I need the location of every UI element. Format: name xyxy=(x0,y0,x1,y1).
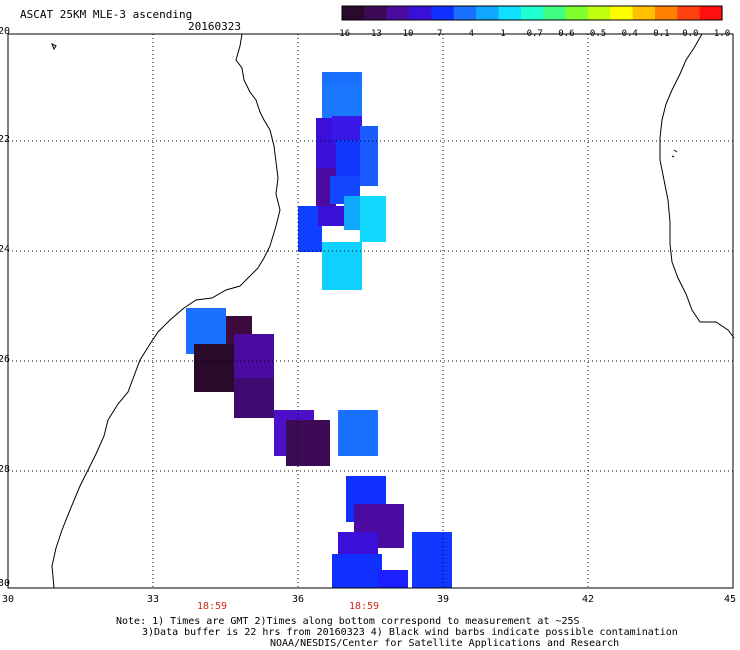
lon-label: 42 xyxy=(581,594,595,605)
colorbar-segment xyxy=(431,6,455,20)
colorbar-label: -10 xyxy=(397,29,414,39)
colorbar-segment xyxy=(520,6,544,20)
colorbar-label: -1 xyxy=(494,29,506,39)
colorbar-frame xyxy=(341,5,723,21)
colorbar-segment xyxy=(476,6,500,20)
pass-time: 18:59 xyxy=(348,601,380,612)
colorbar-label: 0.0 xyxy=(682,29,699,39)
lat-label: -20 xyxy=(0,26,10,37)
footnote-line: NOAA/NESDIS/Center for Satellite Applica… xyxy=(270,638,620,649)
colorbar-label: 1.0 xyxy=(713,29,731,39)
footnote-line: Note: 1) Times are GMT 2)Times along bot… xyxy=(116,616,580,627)
colorbar-label: -0.7 xyxy=(521,29,543,39)
colorbar-label: -16 xyxy=(333,29,351,39)
colorbar-segment xyxy=(610,6,634,20)
lon-label: 30 xyxy=(1,594,15,605)
colorbar-label: -0.6 xyxy=(552,29,575,39)
lat-label: -22 xyxy=(0,134,10,145)
colorbar-segment xyxy=(498,6,522,20)
mle-swath xyxy=(186,72,452,588)
colorbar-label: -7 xyxy=(431,29,443,39)
colorbar-segment xyxy=(409,6,433,20)
lon-label: 39 xyxy=(436,594,450,605)
lat-label: -24 xyxy=(0,244,10,255)
lon-label: 45 xyxy=(723,594,737,605)
map-frame xyxy=(7,33,734,589)
colorbar-label: -13 xyxy=(365,29,382,39)
colorbar-segment xyxy=(699,6,723,20)
colorbar-segment xyxy=(386,6,410,20)
lat-label: -28 xyxy=(0,464,10,475)
coastline xyxy=(51,33,735,589)
colorbar-segment xyxy=(342,6,365,20)
colorbar-segment xyxy=(654,6,678,20)
colorbar-label: -0.5 xyxy=(584,29,607,39)
colorbar-segment xyxy=(543,6,567,20)
colorbar-segment xyxy=(364,6,388,20)
colorbar-label: -0.1 xyxy=(647,29,670,39)
colorbar-segment xyxy=(565,6,589,20)
lon-label: 36 xyxy=(291,594,305,605)
colorbar-segment xyxy=(587,6,611,20)
colorbar xyxy=(341,5,723,21)
colorbar-segment xyxy=(632,6,656,20)
colorbar-segment xyxy=(677,6,701,20)
lat-label: -26 xyxy=(0,354,10,365)
footnote-line: 3)Data buffer is 22 hrs from 20160323 4)… xyxy=(142,627,678,638)
graticule xyxy=(8,34,733,588)
map-date: 20160323 xyxy=(188,20,241,33)
map-title: ASCAT 25KM MLE-3 ascending xyxy=(20,8,193,21)
colorbar-label: -4 xyxy=(463,29,475,39)
lat-label: -30 xyxy=(0,578,10,589)
colorbar-label: -0.4 xyxy=(616,29,638,39)
lon-label: 33 xyxy=(146,594,160,605)
pass-time: 18:59 xyxy=(196,601,228,612)
colorbar-segment xyxy=(453,6,477,20)
